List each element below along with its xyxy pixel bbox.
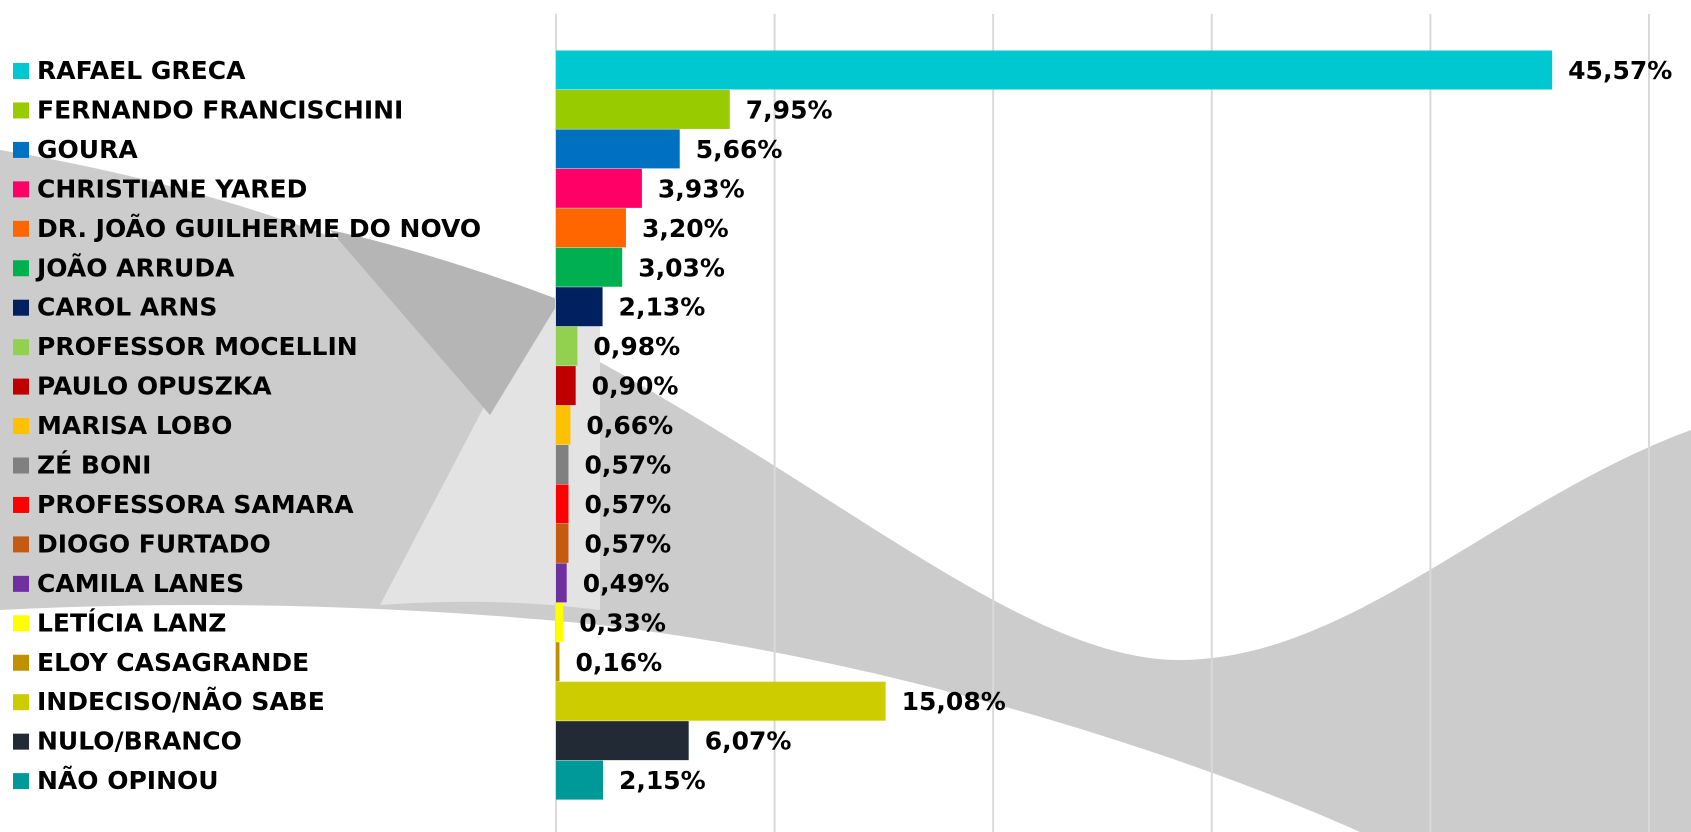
value-label: 3,20% [642,214,729,243]
value-label: 3,03% [638,253,725,282]
bar [556,603,563,642]
category-label: NÃO OPINOU [37,766,219,795]
legend-swatch [13,63,29,79]
bar [556,484,568,523]
category-label: CAROL ARNS [37,293,217,322]
bar [556,366,576,405]
value-label: 5,66% [696,135,783,164]
legend-swatch [13,734,29,750]
legend-swatch [13,221,29,237]
legend-swatch [13,694,29,710]
legend-swatch [13,615,29,631]
bar [556,721,689,760]
value-label: 45,57% [1568,56,1672,85]
bar [556,248,622,287]
category-label: PAULO OPUSZKA [37,372,272,401]
category-label: CHRISTIANE YARED [37,174,307,203]
bar [556,129,680,168]
bar [556,169,642,208]
chart: RAFAEL GRECA 45,57% FERNANDO FRANCISCHINI 7… [0,0,1691,832]
value-label: 0,33% [579,608,666,637]
bar [556,406,570,445]
legend-swatch [13,260,29,276]
value-label: 0,57% [584,529,671,558]
value-label: 7,95% [746,95,833,124]
bar [556,445,568,484]
category-label: JOÃO ARRUDA [35,253,235,282]
value-label: 2,15% [619,766,706,795]
bar [556,761,603,800]
value-label: 0,57% [584,490,671,519]
category-label: DIOGO FURTADO [37,529,271,558]
legend-swatch [13,418,29,434]
legend-swatch [13,458,29,474]
category-label: LETÍCIA LANZ [37,608,226,637]
value-label: 0,90% [592,372,679,401]
value-label: 2,13% [619,293,706,322]
value-label: 0,98% [593,332,680,361]
category-label: ELOY CASAGRANDE [37,648,309,677]
category-label: NULO/BRANCO [37,727,242,756]
category-label: RAFAEL GRECA [37,56,246,85]
value-label: 0,57% [584,451,671,480]
legend-swatch [13,655,29,671]
bar [556,51,1552,90]
value-label: 0,66% [586,411,673,440]
value-label: 6,07% [705,727,792,756]
legend-swatch [13,773,29,789]
legend-swatch [13,102,29,118]
bar [556,563,567,602]
legend-swatch [13,181,29,197]
category-label: MARISA LOBO [37,411,232,440]
legend-swatch [13,300,29,316]
category-label: CAMILA LANES [37,569,244,598]
value-label: 0,16% [575,648,662,677]
value-label: 0,49% [583,569,670,598]
bar [556,208,626,247]
bar [556,90,730,129]
legend-swatch [13,142,29,158]
legend-swatch [13,497,29,513]
legend-swatch [13,576,29,592]
bar [556,287,603,326]
bar [556,327,577,366]
category-label: PROFESSORA SAMARA [37,490,354,519]
value-label: 3,93% [658,174,745,203]
category-label: INDECISO/NÃO SABE [37,687,325,716]
category-label: GOURA [37,135,138,164]
value-label: 15,08% [902,687,1006,716]
legend-swatch [13,536,29,552]
bar [556,524,568,563]
legend-swatch [13,339,29,355]
legend-swatch [13,379,29,395]
category-label: DR. JOÃO GUILHERME DO NOVO [37,214,481,243]
bar [556,642,559,681]
category-label: PROFESSOR MOCELLIN [37,332,358,361]
bar [556,682,886,721]
category-label: ZÉ BONI [37,451,151,480]
category-label: FERNANDO FRANCISCHINI [37,95,403,124]
